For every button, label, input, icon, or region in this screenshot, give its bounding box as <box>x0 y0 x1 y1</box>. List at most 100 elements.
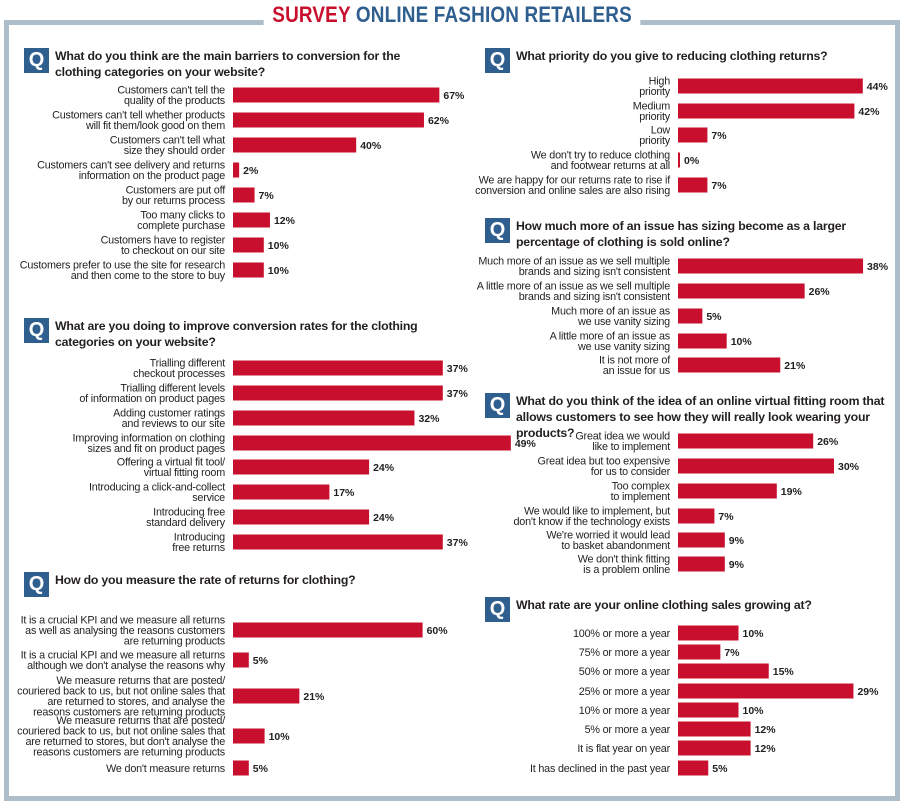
question-panel-barriers: Q What do you think are the main barrier… <box>24 48 434 80</box>
category-label-improve-conversion-3: sizes and fit on product pages <box>88 443 226 455</box>
chart-returns-priority: 44%Highpriority42%Mediumpriority7%Lowpri… <box>475 76 888 198</box>
question-header: Q How much more of an issue has sizing b… <box>485 218 885 250</box>
value-label-sales-growth-3: 29% <box>857 686 879 698</box>
value-label-measure-returns-4: 5% <box>253 763 269 775</box>
category-label-improve-conversion-1: of information on product pages <box>79 393 225 405</box>
bar-improve-conversion-5 <box>233 484 330 500</box>
value-label-returns-priority-1: 42% <box>858 106 880 118</box>
category-label-sales-growth-6: It is flat year on year <box>577 743 670 755</box>
bar-barriers-7 <box>233 262 264 278</box>
category-label-sizing-issue-1: A little more of an issue as we sell mul… <box>477 281 670 293</box>
category-label-measure-returns-3: We measure returns that are posted/ <box>56 715 225 727</box>
question-panel-sales-growth: Q What rate are your online clothing sal… <box>485 597 885 622</box>
category-label-virtual-fitting-room-2: Too complex <box>612 481 671 493</box>
value-label-barriers-2: 40% <box>360 140 382 152</box>
question-panel-measure-returns: Q How do you measure the rate of returns… <box>24 572 444 597</box>
category-label-virtual-fitting-room-1: for us to consider <box>591 466 671 478</box>
category-label-returns-priority-1: Medium <box>633 101 670 113</box>
category-label-barriers-5: Too many clicks to <box>140 210 225 222</box>
bar-virtual-fitting-room-3 <box>678 508 715 524</box>
category-label-virtual-fitting-room-0: Great idea we would <box>575 431 670 443</box>
q-badge-icon: Q <box>485 218 510 243</box>
bar-measure-returns-3 <box>233 728 265 744</box>
category-label-measure-returns-0: It is a crucial KPI and we measure all r… <box>21 614 226 626</box>
page-title: SURVEY ONLINE FASHION RETAILERS <box>263 0 641 30</box>
question-header: Q What priority do you give to reducing … <box>485 48 885 73</box>
category-label-barriers-0: quality of the products <box>124 95 226 107</box>
bar-barriers-1 <box>233 112 424 128</box>
bar-returns-priority-1 <box>678 103 855 119</box>
question-header: Q What do you think are the main barrier… <box>24 48 434 80</box>
category-label-sizing-issue-2: we use vanity sizing <box>577 316 670 328</box>
bar-sales-growth-4 <box>678 702 739 718</box>
category-label-sizing-issue-4: an issue for us <box>603 365 671 377</box>
category-label-sales-growth-3: 25% or more a year <box>579 686 671 698</box>
bar-returns-priority-2 <box>678 127 708 143</box>
bar-sizing-issue-4 <box>678 357 781 373</box>
category-label-measure-returns-2: reasons customers are returning products <box>33 707 226 719</box>
value-label-measure-returns-1: 5% <box>253 655 269 667</box>
value-label-improve-conversion-5: 17% <box>333 487 355 499</box>
value-label-sales-growth-6: 12% <box>755 743 777 755</box>
category-label-barriers-2: size they should order <box>124 145 226 157</box>
category-label-barriers-6: to checkout on our site <box>121 245 225 257</box>
value-label-sales-growth-2: 15% <box>773 666 795 678</box>
value-label-virtual-fitting-room-0: 26% <box>817 436 839 448</box>
category-label-sales-growth-5: 5% or more a year <box>585 724 671 736</box>
bar-virtual-fitting-room-5 <box>678 556 725 572</box>
category-label-sizing-issue-0: brands and sizing isn't consistent <box>519 266 671 278</box>
category-label-virtual-fitting-room-5: We don't think fitting <box>578 554 670 566</box>
value-label-sales-growth-1: 7% <box>724 647 740 659</box>
category-label-measure-returns-2: couriered back to us, but not online sal… <box>17 686 225 698</box>
category-label-measure-returns-0: are returning products <box>124 635 226 647</box>
category-label-virtual-fitting-room-5: is a problem online <box>583 564 670 576</box>
category-label-sizing-issue-2: Much more of an issue as <box>551 306 671 318</box>
category-label-barriers-2: Customers can't tell what <box>110 135 225 147</box>
bar-returns-priority-4 <box>678 177 708 193</box>
bar-measure-returns-1 <box>233 652 249 668</box>
question-title: What do you think of the idea of an onli… <box>516 394 885 440</box>
category-label-barriers-1: Customers can't tell whether products <box>52 110 226 122</box>
category-label-measure-returns-2: We measure returns that are posted/ <box>56 675 225 687</box>
category-label-improve-conversion-0: Trialling different <box>150 358 226 370</box>
category-label-barriers-3: information on the product page <box>79 170 225 182</box>
bar-barriers-5 <box>233 212 270 228</box>
title-topic: ONLINE FASHION RETAILERS <box>355 2 632 27</box>
title-bar: SURVEY ONLINE FASHION RETAILERS <box>0 0 904 32</box>
value-label-barriers-5: 12% <box>274 215 296 227</box>
category-label-sales-growth-4: 10% or more a year <box>579 705 671 717</box>
value-label-returns-priority-0: 44% <box>867 81 889 93</box>
question-title: How do you measure the rate of returns f… <box>55 573 356 587</box>
category-label-measure-returns-0: as well as analysing the reasons custome… <box>25 625 226 637</box>
value-label-sales-growth-7: 5% <box>712 763 728 775</box>
category-label-measure-returns-3: couriered back to us, but not online sal… <box>17 726 225 738</box>
bar-sales-growth-0 <box>678 625 739 641</box>
category-label-improve-conversion-0: checkout processes <box>133 368 226 380</box>
value-label-barriers-0: 67% <box>443 90 465 102</box>
question-title: How much more of an issue has sizing bec… <box>516 219 847 249</box>
bar-virtual-fitting-room-4 <box>678 532 725 548</box>
value-label-virtual-fitting-room-1: 30% <box>838 461 860 473</box>
question-panel-returns-priority: Q What priority do you give to reducing … <box>485 48 885 73</box>
category-label-measure-returns-1: although we don't analyse the reasons wh… <box>27 660 226 672</box>
bar-sales-growth-3 <box>678 683 854 699</box>
value-label-sales-growth-5: 12% <box>755 724 777 736</box>
category-label-returns-priority-3: and footwear returns at all <box>551 160 670 172</box>
category-label-measure-returns-1: It is a crucial KPI and we measure all r… <box>21 650 226 662</box>
value-label-measure-returns-0: 60% <box>427 625 449 637</box>
bar-barriers-0 <box>233 87 440 103</box>
bar-improve-conversion-7 <box>233 534 443 550</box>
category-label-sizing-issue-1: brands and sizing isn't consistent <box>519 291 671 303</box>
bar-returns-priority-3 <box>678 152 680 168</box>
chart-measure-returns: 60% It is a crucial KPI and we measure al… <box>17 614 449 776</box>
value-label-sizing-issue-0: 38% <box>867 261 889 273</box>
bar-improve-conversion-6 <box>233 509 370 525</box>
bar-sizing-issue-0 <box>678 258 864 274</box>
value-label-sizing-issue-1: 26% <box>809 286 831 298</box>
value-label-improve-conversion-1: 37% <box>447 388 469 400</box>
q-badge-icon: Q <box>485 393 510 418</box>
category-label-sizing-issue-3: A little more of an issue as <box>550 331 671 343</box>
category-label-sales-growth-7: It has declined in the past year <box>530 763 671 775</box>
category-label-improve-conversion-2: and reviews to our site <box>122 418 226 430</box>
